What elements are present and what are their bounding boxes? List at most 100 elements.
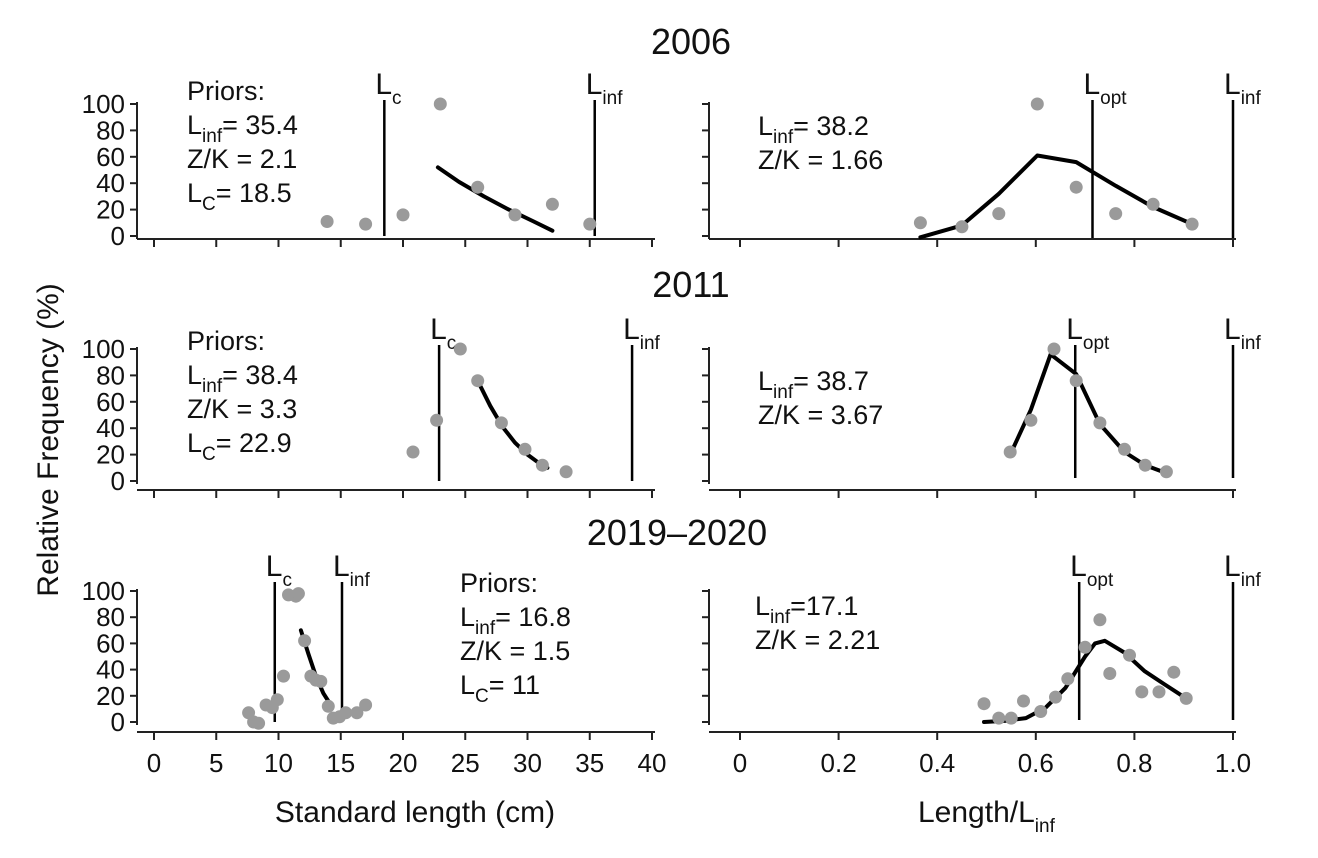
annotation-line: Z/K = 1.5 [460, 636, 570, 666]
y-tick-label: 40 [96, 413, 125, 443]
data-point [1179, 691, 1193, 705]
annotation-subscript: inf [202, 126, 223, 147]
annotation-line: Linf=17.1 [755, 591, 858, 628]
reference-line-label-sub: inf [602, 88, 623, 109]
reference-line-label: Lopt [1083, 68, 1127, 109]
data-point [1109, 207, 1123, 221]
reference-line-label-sub: opt [1100, 88, 1127, 109]
data-point [977, 697, 991, 711]
annotation-line: LC= 11 [460, 670, 540, 707]
panel-year-title: 2019–2020 [587, 512, 767, 553]
reference-line-label-sub: inf [1241, 88, 1262, 109]
reference-line-label-main: L [623, 313, 640, 346]
reference-line-label: Lc [266, 550, 292, 591]
annotation-value: = 38.2 [793, 111, 869, 141]
reference-line-label-main: L [375, 68, 392, 101]
data-point [545, 197, 559, 211]
reference-line-label: Linf [333, 550, 370, 591]
annotation-line: Linf= 38.4 [187, 360, 298, 397]
panel-year-title: 2006 [651, 21, 731, 62]
y-tick-label: 40 [96, 655, 125, 685]
reference-line-label-sub: inf [350, 570, 371, 591]
reference-line-label-main: L [333, 550, 350, 583]
x-axis-label-left: Standard length (cm) [275, 796, 555, 829]
data-point [535, 458, 549, 472]
y-tick-label: 80 [96, 115, 125, 145]
data-point [406, 445, 420, 459]
fitted-curve [1008, 352, 1169, 476]
y-tick-label: 80 [96, 360, 125, 390]
annotation-line: LC= 18.5 [187, 178, 292, 215]
y-tick-label: 60 [96, 628, 125, 658]
annotation-symbol: L [758, 366, 773, 396]
annotation-value: = 38.7 [793, 366, 869, 396]
annotation-symbol: L [187, 360, 202, 390]
y-axis-label: Relative Frequency (%) [32, 283, 65, 596]
reference-line-label-main: L [266, 550, 283, 583]
y-tick-label: 0 [111, 466, 125, 496]
data-point [430, 413, 444, 427]
data-point [433, 97, 447, 111]
annotation-subscript: inf [202, 376, 223, 397]
y-tick-label: 40 [96, 168, 125, 198]
data-point [1159, 465, 1173, 479]
annotation-value: = 38.4 [222, 360, 298, 390]
x-tick-label: 0.2 [821, 748, 857, 778]
reference-line-label: Lopt [1066, 313, 1110, 354]
data-point [1047, 342, 1061, 356]
panel-year-title: 2011 [652, 264, 729, 305]
x-tick-label: 1.0 [1215, 748, 1251, 778]
annotation-line: Linf= 38.7 [758, 366, 869, 403]
data-point [1152, 685, 1166, 699]
annotation-line: Linf= 35.4 [187, 110, 298, 147]
data-point [1003, 445, 1017, 459]
data-point [1103, 667, 1117, 680]
annotation-symbol: L [187, 178, 202, 208]
data-point [314, 674, 328, 688]
reference-line-label-sub: c [282, 570, 292, 591]
reference-line-label-main: L [1083, 68, 1100, 101]
reference-line-label-sub: opt [1087, 570, 1114, 591]
data-point [1069, 374, 1083, 388]
reference-line-label-main: L [1224, 68, 1241, 101]
annotation-subscript: C [202, 194, 216, 215]
x-tick-label: 0.8 [1116, 748, 1152, 778]
x-tick-label: 20 [389, 748, 418, 778]
data-point [1093, 613, 1107, 627]
annotation-value: =17.1 [790, 591, 858, 621]
annotation-symbol: L [460, 602, 475, 632]
annotation-symbol: L [758, 111, 773, 141]
x-tick-label: 5 [209, 748, 223, 778]
annotation-line: Linf= 38.2 [758, 111, 869, 148]
x-tick-label: 0 [733, 748, 747, 778]
annotation-value: = 16.8 [495, 602, 571, 632]
x-tick-label: 15 [326, 748, 355, 778]
fitted-curve [435, 165, 555, 233]
data-point [1093, 416, 1107, 430]
x-tick-label: 25 [451, 748, 480, 778]
reference-line-label-main: L [1224, 313, 1241, 346]
data-point [339, 706, 353, 720]
x-tick-label: 40 [638, 748, 667, 778]
annotation-value: = 11 [489, 670, 540, 700]
data-point [494, 416, 508, 430]
y-tick-label: 0 [111, 221, 125, 251]
reference-line-label-main: L [1070, 550, 1087, 583]
x-tick-label: 0.4 [919, 748, 955, 778]
data-point [1138, 458, 1152, 472]
annotation-line: Priors: [460, 568, 538, 598]
data-point [583, 217, 597, 231]
annotation-subscript: inf [475, 618, 496, 639]
data-point [359, 217, 373, 231]
annotation-line: Z/K = 3.3 [187, 394, 297, 424]
data-point [1030, 97, 1044, 111]
data-point [913, 216, 927, 230]
data-point [1146, 197, 1160, 211]
reference-line-label-sub: inf [1241, 333, 1262, 354]
x-axis-label-right-main: Length/L [918, 796, 1035, 829]
x-axis-label-right-sub: inf [1035, 816, 1056, 837]
